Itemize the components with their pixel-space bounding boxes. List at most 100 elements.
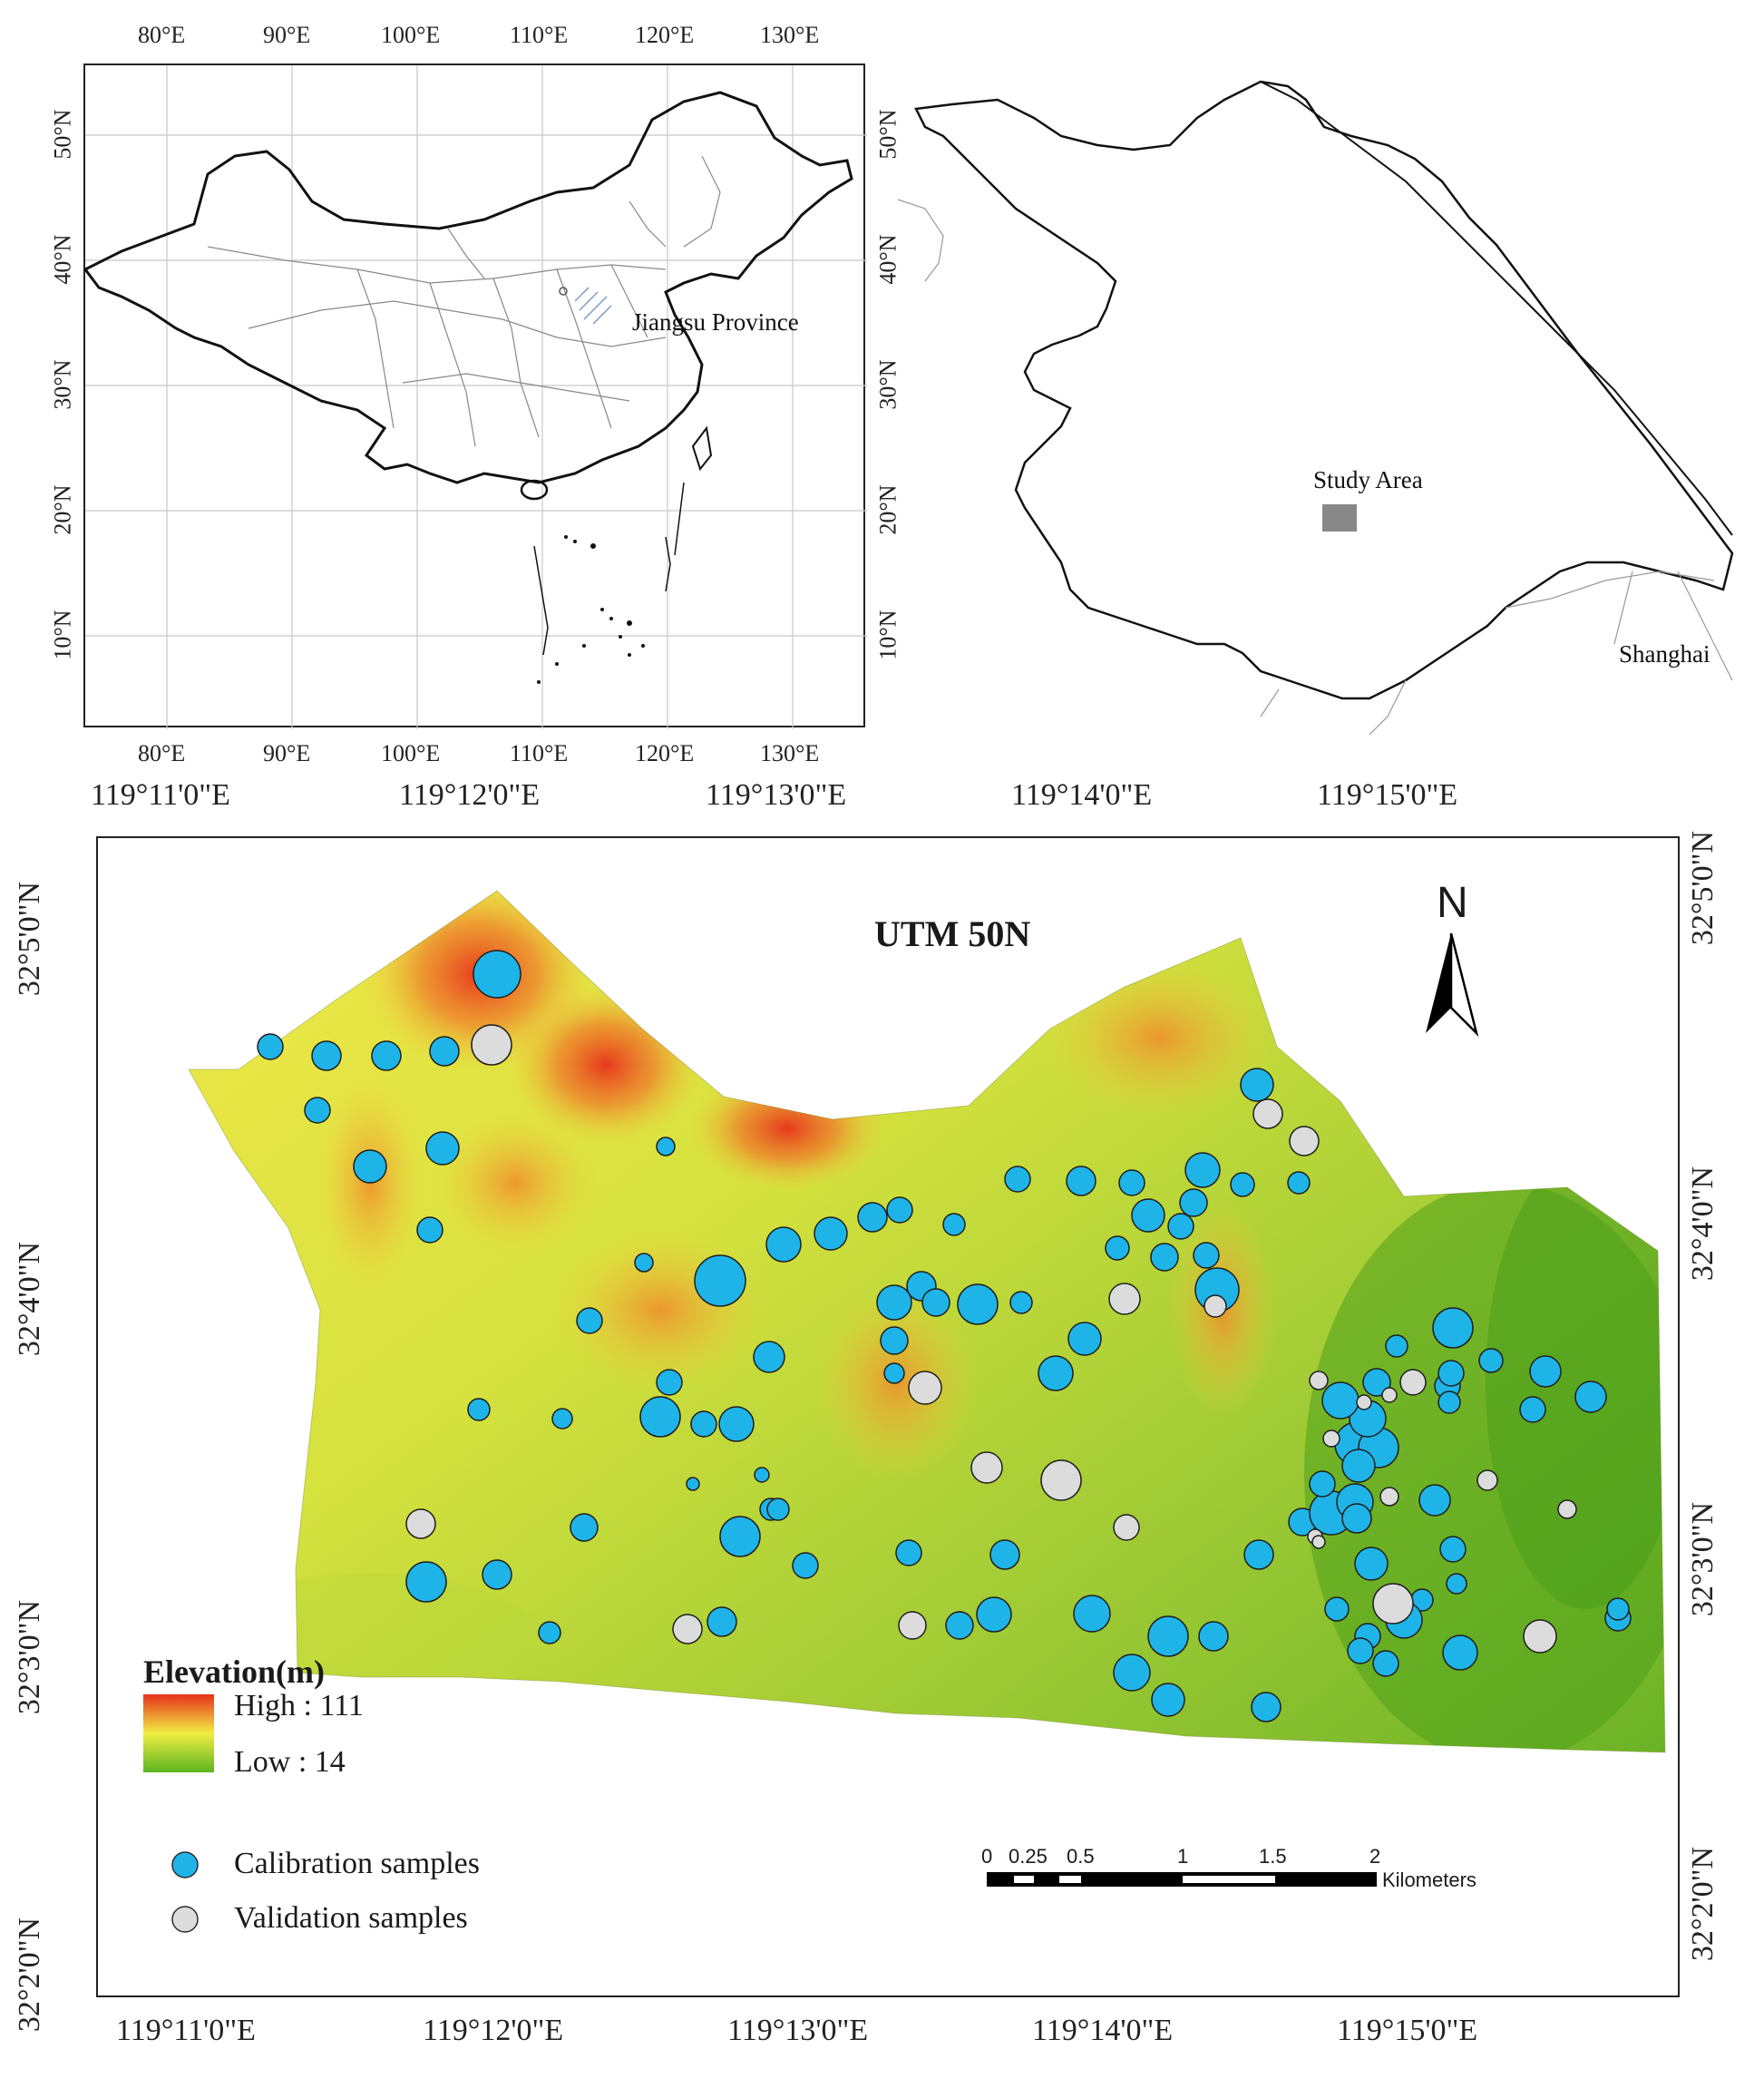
calibration-sample-point: [886, 1196, 913, 1224]
validation-sample-point: [1523, 1619, 1557, 1654]
calibration-sample-point: [1147, 1615, 1189, 1657]
calibration-sample-point: [719, 1516, 761, 1557]
calibration-sample-point: [257, 1033, 284, 1060]
calibration-sample-point: [707, 1606, 737, 1637]
calibration-sample-point: [1184, 1152, 1221, 1188]
validation-sample-point: [1309, 1371, 1329, 1390]
calibration-sample-point: [1574, 1381, 1607, 1413]
calibration-sample-point: [1105, 1235, 1130, 1261]
calibration-sample-point: [482, 1559, 512, 1590]
main-lon-tick: 119°11'0"E: [116, 2014, 256, 2047]
calibration-sample-point: [1073, 1595, 1111, 1633]
china-lon-tick: 110°E: [510, 740, 569, 766]
main-lat-tick: 32°2'0"N: [1686, 1846, 1720, 1962]
legend-calibration-symbol: [171, 1851, 199, 1878]
validation-sample-point: [1379, 1487, 1399, 1507]
calibration-sample-point: [576, 1307, 603, 1334]
calibration-sample-point: [1446, 1573, 1467, 1595]
calibration-sample-point: [473, 950, 521, 999]
validation-sample-point: [405, 1508, 436, 1539]
calibration-sample-point: [1240, 1068, 1274, 1102]
jiangsu-outline: [897, 80, 1734, 736]
calibration-sample-point: [1067, 1322, 1102, 1356]
validation-sample-point: [672, 1614, 703, 1644]
calibration-sample-point: [1529, 1355, 1562, 1388]
main-lat-tick: 32°5'0"N: [1686, 830, 1720, 946]
china-lon-tick: 120°E: [635, 22, 695, 48]
calibration-sample-point: [639, 1396, 681, 1438]
scale-label: 1: [1177, 1845, 1189, 1868]
china-lon-tick: 100°E: [381, 740, 441, 766]
main-lat-tick: 32°4'0"N: [1686, 1166, 1720, 1282]
validation-sample-point: [898, 1611, 927, 1640]
calibration-sample-point: [1251, 1692, 1282, 1722]
validation-sample-point: [1311, 1535, 1326, 1549]
scale-label: 2: [1369, 1845, 1381, 1868]
calibration-sample-point: [1606, 1597, 1630, 1621]
calibration-sample-point: [880, 1326, 909, 1355]
china-lon-tick: 120°E: [635, 740, 695, 766]
legend-title: Elevation(m): [143, 1654, 325, 1690]
north-arrow-label: N: [1437, 879, 1468, 927]
calibration-sample-point: [1230, 1172, 1255, 1197]
scale-label: 0.5: [1067, 1845, 1095, 1868]
calibration-sample-point: [814, 1216, 848, 1251]
validation-sample-point: [1322, 1429, 1340, 1448]
calibration-sample-point: [976, 1596, 1012, 1633]
scale-label: 0: [981, 1845, 993, 1868]
calibration-sample-point: [1243, 1539, 1274, 1570]
calibration-sample-point: [1442, 1634, 1478, 1671]
main-lon-tick: 119°15'0"E: [1317, 778, 1458, 812]
calibration-sample-point: [1309, 1470, 1336, 1498]
calibration-sample-point: [1118, 1169, 1145, 1196]
china-lon-tick: 90°E: [263, 22, 311, 48]
main-map-frame: UTM 50N N Elevation(m) High : 111 Low : …: [96, 836, 1680, 1997]
study-area-label: Study Area: [1313, 466, 1423, 493]
main-lat-tick: 32°3'0"N: [1686, 1501, 1720, 1617]
validation-sample-point: [471, 1024, 512, 1066]
main-lat-tick: 32°5'0"N: [13, 881, 47, 997]
calibration-sample-point: [429, 1036, 460, 1067]
jiangsu-province-label: Jiangsu Province: [632, 308, 799, 336]
main-lon-tick: 119°15'0"E: [1337, 2014, 1478, 2047]
validation-sample-point: [1557, 1499, 1577, 1519]
calibration-sample-point: [1347, 1637, 1374, 1664]
calibration-sample-point: [942, 1213, 966, 1236]
china-lon-tick: 90°E: [263, 740, 311, 766]
shanghai-label: Shanghai: [1619, 640, 1710, 668]
calibration-sample-point: [957, 1283, 999, 1325]
north-arrow: [1426, 932, 1479, 1038]
main-lon-tick: 119°12'0"E: [399, 778, 541, 812]
calibration-sample-point: [1341, 1449, 1376, 1483]
calibration-sample-point: [634, 1253, 654, 1273]
study-area-marker: [1322, 504, 1357, 532]
china-lon-tick: 130°E: [760, 740, 820, 766]
jiangsu-inset-map: Study Area Shanghai: [897, 63, 1741, 736]
china-lon-tick: 80°E: [138, 22, 186, 48]
calibration-sample-point: [754, 1467, 770, 1483]
scale-bar: [987, 1872, 1377, 1887]
calibration-sample-point: [1519, 1396, 1546, 1423]
main-lon-tick: 119°12'0"E: [423, 2014, 564, 2047]
china-lon-tick: 80°E: [138, 740, 186, 766]
calibration-sample-point: [1385, 1334, 1408, 1358]
calibration-sample-point: [690, 1410, 717, 1438]
calibration-sample-point: [353, 1149, 387, 1184]
calibration-sample-point: [1193, 1242, 1220, 1269]
calibration-sample-point: [1324, 1596, 1350, 1622]
validation-sample-point: [908, 1371, 942, 1405]
legend-calibration-label: Calibration samples: [234, 1847, 481, 1880]
projection-label: UTM 50N: [874, 913, 1031, 954]
calibration-sample-point: [1004, 1166, 1031, 1193]
validation-sample-point: [1204, 1294, 1227, 1318]
validation-sample-point: [1381, 1387, 1398, 1403]
calibration-sample-point: [551, 1408, 573, 1429]
validation-sample-point: [1399, 1369, 1427, 1396]
validation-sample-point: [970, 1451, 1003, 1484]
calibration-sample-point: [467, 1398, 491, 1421]
calibration-sample-point: [1150, 1243, 1179, 1272]
calibration-sample-point: [1418, 1484, 1451, 1517]
china-outline: [83, 65, 867, 729]
legend-low-label: Low : 14: [234, 1745, 346, 1779]
calibration-sample-point: [766, 1498, 790, 1521]
